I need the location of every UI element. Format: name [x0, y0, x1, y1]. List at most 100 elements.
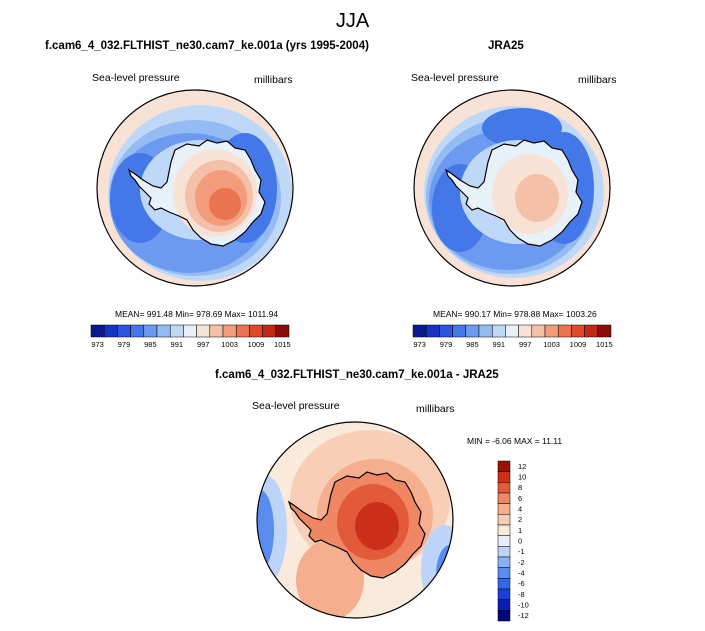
diff-contour-6: [421, 525, 453, 615]
obs-cbar-tick-label-7: 1015: [596, 340, 613, 349]
diff-map-border: [256, 421, 454, 619]
panel-model-colorbar: 973 979 985 991 997 1003 1009 1015: [90, 324, 291, 349]
obs-cbar-swatch-5: [478, 324, 493, 338]
model-cbar-tick-label-3: 991: [171, 340, 184, 349]
obs-cbar-swatch-4: [465, 324, 480, 338]
panel-model-map: [96, 89, 294, 287]
obs-cbar-swatch-13: [584, 324, 599, 338]
model-cbar-tick-label-2: 985: [144, 340, 157, 349]
diff-contour-3: [296, 540, 364, 618]
model-coastline: [127, 139, 266, 247]
panel-diff-heading: f.cam6_4_032.FLTHIST_ne30.cam7_ke.001a -…: [215, 369, 499, 381]
panel-model-heading: f.cam6_4_032.FLTHIST_ne30.cam7_ke.001a (…: [45, 40, 369, 52]
obs-cbar-swatch-14: [597, 324, 612, 338]
model-cbar-swatch-4: [143, 324, 158, 338]
panel-obs-stats: MEAN= 990.17 Min= 978.88 Max= 1003.26: [433, 309, 597, 319]
panel-obs-map: [413, 89, 611, 287]
model-cbar-swatch-6: [169, 324, 184, 338]
diff-cbar-swatch-4: [497, 503, 511, 515]
obs-cbar-tick-label-4: 997: [519, 340, 532, 349]
obs-map-border: [413, 89, 611, 287]
panel-obs-heading: JRA25: [488, 40, 524, 52]
diff-contour-5: [257, 490, 274, 570]
diff-cbar-tick-label-3: 6: [518, 494, 522, 503]
obs-cbar-tick-label-0: 973: [413, 340, 426, 349]
model-cbar-swatch-1: [103, 324, 118, 338]
panel-model-stats: MEAN= 991.48 Min= 978.69 Max= 1011.94: [115, 309, 279, 319]
diff-cbar-tick-label-2: 8: [518, 483, 522, 492]
model-cbar-tick-label-0: 973: [91, 340, 104, 349]
obs-cbar-tick-label-5: 1003: [543, 340, 560, 349]
diff-contour-10: [355, 502, 399, 550]
panel-diff-variable: Sea-level pressure: [252, 400, 340, 412]
panel-diff-map: [256, 421, 454, 619]
panel-model-variable: Sea-level pressure: [92, 72, 180, 84]
model-cbar-tick-label-5: 1003: [221, 340, 238, 349]
model-cbar-swatch-12: [249, 324, 263, 338]
diff-cbar-swatch-7: [497, 535, 511, 547]
model-cbar-swatch-13: [262, 324, 277, 338]
diff-cbar-swatch-3: [497, 492, 511, 504]
diff-cbar-tick-label-6: 1: [518, 526, 522, 535]
diff-cbar-tick-label-9: -2: [518, 558, 525, 567]
diff-cbar-tick-label-12: -8: [518, 590, 525, 599]
diff-cbar-tick-label-8: -1: [518, 547, 525, 556]
model-cbar-swatch-11: [235, 324, 250, 338]
diff-cbar-swatch-13: [497, 599, 511, 611]
diff-contour-7: [436, 545, 453, 605]
diff-cbar-tick-label-1: 10: [518, 473, 526, 482]
obs-coastline: [444, 139, 583, 247]
model-cbar-swatch-9: [209, 324, 224, 338]
panel-diff-units: millibars: [416, 403, 455, 415]
obs-cbar-swatch-6: [491, 324, 506, 338]
model-cbar-tick-label-6: 1009: [248, 340, 265, 349]
diff-cbar-swatch-6: [497, 524, 511, 536]
panel-model-units: millibars: [254, 74, 293, 86]
model-cbar-swatch-14: [275, 324, 290, 338]
obs-cbar-swatch-12: [571, 324, 585, 338]
figure-title: JJA: [335, 10, 370, 32]
obs-cbar-tick-label-6: 1009: [570, 340, 587, 349]
obs-cbar-swatch-3: [452, 324, 467, 338]
diff-cbar-swatch-9: [497, 556, 511, 568]
diff-cbar-swatch-1: [497, 471, 511, 483]
model-cbar-tick-label-7: 1015: [274, 340, 291, 349]
obs-cbar-swatch-2: [439, 324, 453, 338]
model-cbar-swatch-3: [130, 324, 145, 338]
diff-cbar-swatch-8: [497, 546, 511, 558]
obs-cbar-swatch-0: [412, 324, 427, 338]
diff-cbar-tick-label-13: -10: [518, 601, 529, 610]
obs-cbar-swatch-1: [425, 324, 440, 338]
obs-cbar-tick-label-3: 991: [493, 340, 506, 349]
model-cbar-swatch-0: [90, 324, 105, 338]
obs-cbar-swatch-8: [518, 324, 533, 338]
model-map-border: [96, 89, 294, 287]
diff-cbar-tick-label-4: 4: [518, 505, 522, 514]
model-cbar-tick-label-1: 979: [118, 340, 131, 349]
diff-cbar-swatch-5: [497, 514, 511, 526]
panel-diff-stats: MIN = -6.06 MAX = 11.11: [467, 436, 563, 446]
panel-obs-units: millibars: [578, 74, 617, 86]
model-contour-11: [209, 188, 241, 220]
diff-cbar-tick-label-5: 2: [518, 515, 522, 524]
diff-cbar-swatch-2: [497, 482, 511, 494]
diff-cbar-tick-label-11: -6: [518, 579, 525, 588]
diff-coastline: [287, 471, 426, 579]
diff-cbar-swatch-10: [497, 567, 511, 579]
diff-cbar-swatch-14: [497, 610, 511, 622]
model-cbar-swatch-2: [117, 324, 131, 338]
obs-cbar-swatch-11: [557, 324, 572, 338]
model-cbar-swatch-8: [196, 324, 211, 338]
panel-obs-variable: Sea-level pressure: [411, 72, 499, 84]
model-cbar-tick-label-4: 997: [197, 340, 210, 349]
model-cbar-swatch-7: [183, 324, 197, 338]
diff-cbar-tick-label-7: 0: [518, 537, 522, 546]
obs-cbar-swatch-10: [544, 324, 559, 338]
diff-cbar-swatch-0: [497, 460, 511, 472]
obs-cbar-tick-label-1: 979: [440, 340, 453, 349]
obs-cbar-swatch-7: [505, 324, 519, 338]
diff-cbar-swatch-11: [497, 578, 511, 590]
diff-cbar-tick-label-10: -4: [518, 569, 525, 578]
obs-cbar-swatch-9: [531, 324, 546, 338]
